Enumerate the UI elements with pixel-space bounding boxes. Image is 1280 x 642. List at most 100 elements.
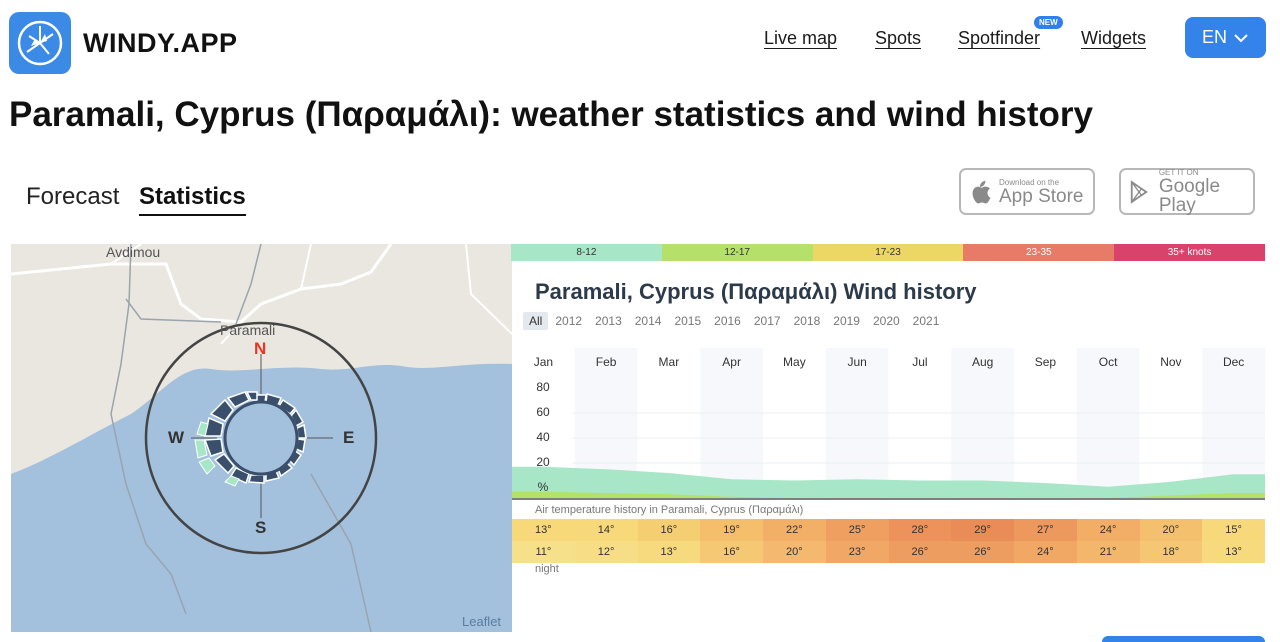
y-tick-20: 20 bbox=[536, 455, 550, 469]
night-temperature-cell: 21° bbox=[1076, 541, 1140, 563]
compass-north-label: N bbox=[254, 339, 267, 358]
day-temperature-cell: 27° bbox=[1014, 519, 1077, 541]
legend-segment-8-12: 8-12 bbox=[511, 244, 662, 261]
page-title: Paramali, Cyprus (Παραμάλι): weather sta… bbox=[9, 95, 1093, 134]
year-2012[interactable]: 2012 bbox=[555, 314, 583, 328]
month-label: Feb bbox=[595, 355, 617, 369]
year-all[interactable]: All bbox=[523, 312, 549, 330]
night-temperature-cell: 18° bbox=[1139, 541, 1203, 563]
year-2015[interactable]: 2015 bbox=[674, 314, 702, 328]
app-store-big-text: App Store bbox=[999, 185, 1084, 207]
year-2016[interactable]: 2016 bbox=[714, 314, 741, 328]
new-badge: NEW bbox=[1034, 16, 1063, 29]
nav-live-map[interactable]: Live map bbox=[764, 28, 838, 48]
nav-widgets[interactable]: Widgets bbox=[1081, 28, 1147, 48]
night-temperature-cell: 23° bbox=[825, 541, 889, 563]
night-temperature-cell: 24° bbox=[1014, 541, 1077, 563]
month-label: May bbox=[783, 355, 806, 369]
y-tick-40: 40 bbox=[536, 430, 550, 444]
month-column bbox=[1014, 348, 1077, 500]
month-label: Apr bbox=[722, 355, 741, 369]
month-column bbox=[951, 348, 1014, 500]
month-column bbox=[1076, 348, 1140, 500]
day-temperature-cell: 25° bbox=[825, 519, 889, 541]
temperature-caption: Air temperature history in Paramali, Cyp… bbox=[535, 504, 804, 516]
month-column bbox=[888, 348, 952, 500]
tab-statistics[interactable]: Statistics bbox=[139, 183, 246, 216]
compass-west-label: W bbox=[168, 428, 185, 447]
map-attribution-link[interactable]: Leaflet bbox=[462, 614, 502, 629]
apple-icon bbox=[972, 180, 991, 203]
day-temperature-cell: 13° bbox=[512, 519, 575, 541]
tab-forecast[interactable]: Forecast bbox=[26, 183, 120, 210]
area-series-12-17 bbox=[512, 491, 1265, 498]
month-column bbox=[1139, 348, 1203, 500]
compass-east-label: E bbox=[343, 428, 355, 447]
month-label: Aug bbox=[971, 355, 994, 369]
year-2017[interactable]: 2017 bbox=[753, 314, 781, 328]
month-label: Jul bbox=[912, 355, 928, 369]
google-play-small-text: GET IT ON bbox=[1158, 168, 1199, 177]
month-label: Dec bbox=[1222, 355, 1245, 369]
y-tick-60: 60 bbox=[536, 405, 550, 419]
month-column bbox=[763, 348, 826, 500]
brand-name[interactable]: WINDY.APP bbox=[83, 28, 238, 58]
map-label-avdimou: Avdimou bbox=[106, 244, 161, 260]
month-label: Sep bbox=[1034, 355, 1057, 369]
spot-map[interactable]: Avdimou Paramali N E S W Leaflet bbox=[11, 244, 512, 632]
legend-segment-12-17: 12-17 bbox=[661, 244, 813, 261]
google-play-icon bbox=[1130, 179, 1148, 204]
y-axis-unit: % bbox=[537, 480, 549, 494]
area-series-8-12 bbox=[512, 466, 1265, 498]
year-2020[interactable]: 2020 bbox=[872, 314, 900, 328]
y-tick-80: 80 bbox=[536, 380, 550, 394]
app-store-button[interactable]: Download on the App Store bbox=[959, 168, 1095, 215]
day-temperature-cell: 24° bbox=[1076, 519, 1140, 541]
month-label: Jan bbox=[533, 355, 554, 369]
day-temperature-cell: 29° bbox=[951, 519, 1014, 541]
year-2014[interactable]: 2014 bbox=[634, 314, 662, 328]
legend-segment-35-plus: 35+ knots bbox=[1114, 244, 1265, 261]
night-label: night bbox=[535, 563, 559, 575]
month-column bbox=[700, 348, 763, 500]
google-play-button[interactable]: GET IT ON Google Play bbox=[1119, 168, 1255, 215]
month-label: Nov bbox=[1160, 355, 1182, 369]
language-selector[interactable]: EN bbox=[1185, 17, 1266, 58]
google-play-big-text: Google Play bbox=[1158, 176, 1221, 216]
legend-segment-23-35: 23-35 bbox=[963, 244, 1115, 261]
wind-rose-icon bbox=[194, 391, 307, 487]
night-temperature-cell: 13° bbox=[1202, 541, 1265, 563]
nav-spots[interactable]: Spots bbox=[875, 28, 922, 48]
chevron-down-icon bbox=[1234, 33, 1248, 42]
night-temperature-cell: 13° bbox=[637, 541, 701, 563]
year-2021[interactable]: 2021 bbox=[912, 314, 940, 328]
month-label: Mar bbox=[658, 355, 680, 369]
day-temperature-row: 13° 14° 16° 19° 22° 25° 28° 29° 27° 24° 20° 15° bbox=[512, 519, 1265, 541]
year-2019[interactable]: 2019 bbox=[833, 314, 860, 328]
month-column bbox=[825, 348, 889, 500]
night-temperature-row: 11° 12° 13° 16° 20° 23° 26° 26° 24° 21° 18° 13° bbox=[512, 541, 1265, 563]
year-2018[interactable]: 2018 bbox=[793, 314, 821, 328]
month-axis: Jan Feb Mar Apr May Jun Jul Aug Sep Oct … bbox=[512, 355, 1265, 369]
app-store-small-text: Download on the bbox=[999, 177, 1060, 187]
night-temperature-cell: 20° bbox=[763, 541, 826, 563]
night-temperature-cell: 12° bbox=[574, 541, 638, 563]
night-temperature-cell: 26° bbox=[888, 541, 952, 563]
windy-app-logo-icon[interactable] bbox=[9, 12, 71, 74]
wind-history-title: Paramali, Cyprus (Παραμάλι) Wind history bbox=[535, 279, 977, 304]
day-temperature-cell: 20° bbox=[1139, 519, 1203, 541]
month-label: Jun bbox=[847, 355, 867, 369]
day-temperature-cell: 19° bbox=[700, 519, 763, 541]
day-temperature-cell: 16° bbox=[637, 519, 701, 541]
year-2013[interactable]: 2013 bbox=[595, 314, 622, 328]
legend-segment-17-23: 17-23 bbox=[812, 244, 964, 261]
night-temperature-cell: 16° bbox=[700, 541, 763, 563]
wind-history-chart bbox=[512, 348, 1265, 500]
month-label: Oct bbox=[1098, 355, 1118, 369]
day-temperature-cell: 15° bbox=[1202, 519, 1265, 541]
day-temperature-cell: 14° bbox=[574, 519, 638, 541]
year-selector: All 2012 2013 2014 2015 2016 2017 2018 2… bbox=[523, 312, 946, 330]
day-temperature-cell: 28° bbox=[888, 519, 952, 541]
nav-spotfinder[interactable]: Spotfinder bbox=[958, 28, 1041, 48]
bottom-action-button[interactable] bbox=[1102, 636, 1265, 642]
